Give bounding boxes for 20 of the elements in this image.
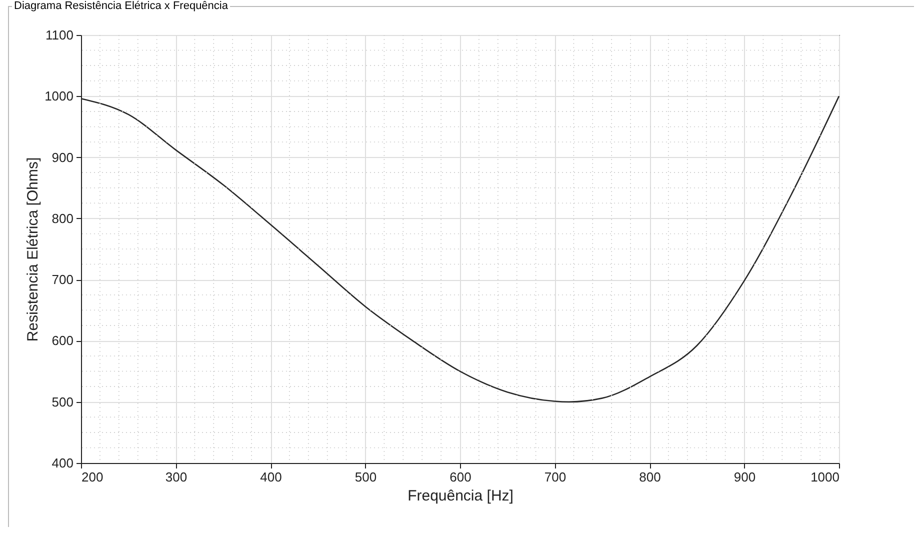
x-tick-label: 800: [639, 470, 661, 484]
x-tick-label: 700: [544, 470, 566, 484]
x-axis-title: Frequência [Hz]: [408, 488, 514, 504]
x-tick-label: 500: [354, 470, 377, 484]
y-axis-title: Resistencia Elétrica [Ohms]: [24, 157, 42, 342]
y-tick-label: 400: [52, 456, 74, 470]
y-tick-label: 800: [52, 210, 74, 226]
x-tick-label: 200: [82, 470, 104, 484]
x-tick-label: 1000: [810, 470, 840, 484]
y-tick-label: 1100: [46, 28, 74, 42]
chart-title: Diagrama Resistência Elétrica x Frequência: [12, 0, 230, 12]
y-tick-label: 700: [52, 272, 74, 288]
y-tick-label: 1000: [44, 88, 74, 104]
y-tick-label: 900: [52, 150, 74, 165]
x-tick-label: 600: [450, 470, 472, 484]
x-tick-label: 400: [260, 470, 282, 484]
x-tick-label: 300: [165, 470, 188, 484]
y-tick-label: 500: [52, 394, 74, 410]
x-tick-label: 900: [734, 470, 756, 484]
y-tick-label: 600: [52, 333, 74, 348]
